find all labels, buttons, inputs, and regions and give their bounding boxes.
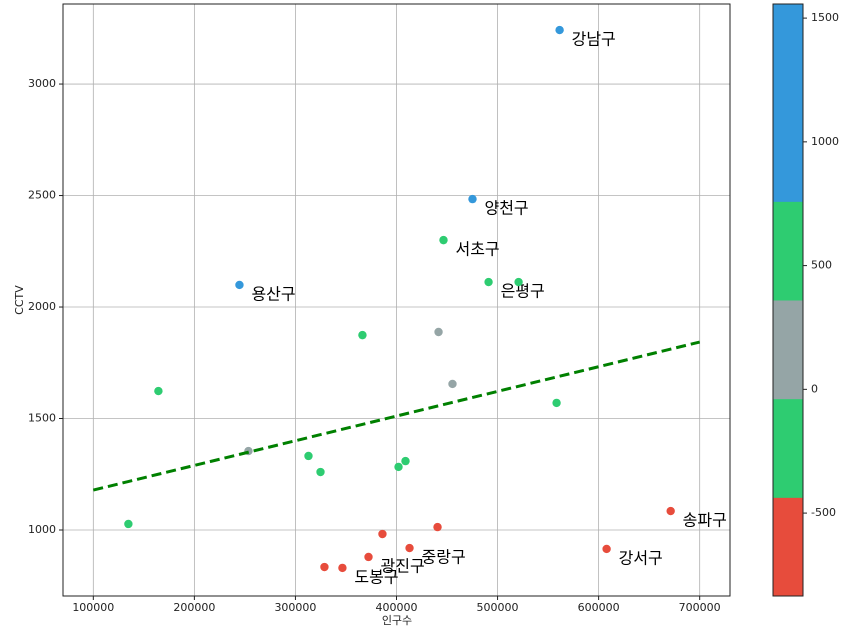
point (358, 330, 367, 340)
point (433, 522, 442, 532)
colorbar-segment (773, 201, 803, 301)
plot-frame (62, 3, 731, 597)
point (552, 398, 561, 408)
x-tick-label: 400000 (376, 601, 418, 614)
y-tick-label: 1500 (28, 412, 56, 425)
point-label: 강남구 (572, 30, 616, 49)
point (434, 327, 443, 337)
point-label: 양천구 (484, 199, 528, 218)
point-label: 용산구 (251, 284, 295, 303)
point-label: 은평구 (501, 282, 545, 301)
point (602, 544, 611, 554)
y-axis-label: CCTV (13, 285, 26, 315)
point (448, 379, 457, 389)
x-axis-label: 인구수 (382, 614, 412, 627)
colorbar-segment (773, 4, 803, 104)
x-tick-label: 100000 (72, 601, 114, 614)
y-tick-label: 1000 (28, 523, 56, 536)
point-label: 송파구 (683, 511, 727, 530)
point (154, 386, 163, 396)
colorbar-segment (773, 102, 803, 202)
point-label: 중랑구 (422, 548, 466, 567)
point-label: 도봉구 (354, 567, 398, 586)
point (364, 552, 373, 562)
point (439, 235, 448, 245)
point (235, 280, 244, 290)
point (468, 194, 477, 204)
colorbar-tick-label: 1000 (811, 135, 839, 148)
x-tick-label: 200000 (173, 601, 215, 614)
point (338, 563, 347, 573)
colorbar-tick-label: 500 (811, 259, 832, 272)
x-tick-label: 600000 (578, 601, 620, 614)
point-label: 강서구 (619, 548, 663, 567)
point (484, 277, 493, 287)
x-tick-label: 700000 (679, 601, 721, 614)
colorbar-tick-label: 1500 (811, 11, 839, 24)
colorbar-segment (773, 300, 803, 400)
x-tick-label: 500000 (477, 601, 519, 614)
point (124, 519, 133, 529)
point-label: 서초구 (455, 240, 499, 259)
point (378, 529, 387, 539)
colorbar-tick-label: 0 (811, 382, 818, 395)
point (401, 456, 410, 466)
y-tick-label: 2500 (28, 189, 56, 202)
point (555, 25, 564, 35)
point (394, 462, 403, 472)
colorbar-tick-label: -500 (811, 506, 836, 519)
point (320, 562, 329, 572)
point (666, 506, 675, 516)
point-label: 광진구 (381, 556, 425, 575)
point (514, 277, 523, 287)
colorbar-segment (773, 398, 803, 498)
point (304, 451, 313, 461)
point (405, 543, 414, 553)
x-tick-label: 300000 (274, 601, 316, 614)
y-tick-label: 2000 (28, 300, 56, 313)
colorbar-frame (772, 3, 804, 597)
y-tick-label: 3000 (28, 77, 56, 90)
point (316, 467, 325, 477)
colorbar-segment (773, 497, 803, 597)
